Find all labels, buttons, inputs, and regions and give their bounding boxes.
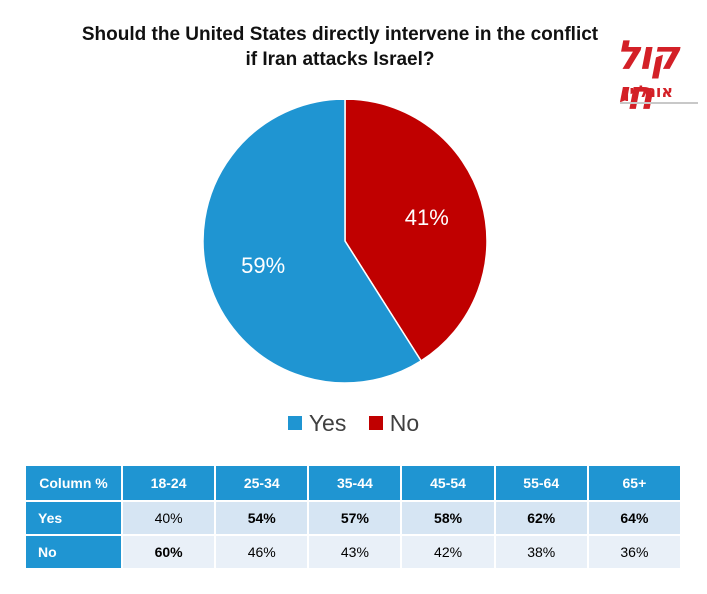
legend-item-yes: Yes: [287, 409, 347, 437]
column-header: 18-24: [120, 464, 217, 502]
chart-legend: Yes No: [0, 409, 707, 437]
column-header: 65+: [586, 464, 683, 502]
table-cell: 60%: [120, 534, 217, 570]
table-cell: 64%: [586, 500, 683, 536]
table-cell: 54%: [214, 500, 310, 536]
column-header: 25-34: [214, 464, 310, 502]
table-cell: 62%: [493, 500, 589, 536]
pie-slice-yes: [202, 100, 423, 384]
chart-title-line-1: Should the United States directly interv…: [81, 24, 599, 45]
table-corner-header: Column %: [24, 464, 123, 502]
pie-chart: 41% 59%: [202, 100, 488, 384]
table-cell: 42%: [400, 534, 496, 570]
column-header: 35-44: [307, 464, 403, 502]
table-cell: 46%: [214, 534, 310, 570]
logo-underline: [620, 102, 698, 104]
column-header: 45-54: [400, 464, 496, 502]
row-header-no: No: [24, 534, 123, 570]
table-cell: 57%: [307, 500, 403, 536]
legend-swatch-yes: [287, 416, 302, 430]
pie-label-yes: 59%: [241, 253, 285, 278]
table-cell: 43%: [307, 534, 403, 570]
table-cell: 38%: [493, 534, 589, 570]
legend-swatch-no: [368, 416, 383, 430]
table-cell: 40%: [120, 500, 217, 536]
legend-label-yes: Yes: [308, 409, 347, 436]
pie-label-no: 41%: [405, 205, 449, 230]
chart-title: Should the United States directly interv…: [40, 22, 640, 72]
chart-title-line-2: if Iran attacks Israel?: [245, 49, 435, 70]
legend-item-no: No: [368, 409, 420, 437]
age-breakdown-table: Column % 18-24 25-34 35-44 45-54 55-64 6…: [24, 464, 683, 570]
table-cell: 36%: [586, 534, 683, 570]
brand-logo: קול חי אונליין: [610, 36, 700, 116]
logo-subtitle: אונליין: [624, 82, 673, 101]
row-header-yes: Yes: [24, 500, 123, 536]
legend-label-no: No: [389, 409, 420, 436]
column-header: 55-64: [493, 464, 589, 502]
logo-mark: קול חי: [616, 33, 679, 119]
table-cell: 58%: [400, 500, 496, 536]
table-row-no: No 60% 46% 43% 42% 38% 36%: [24, 534, 683, 570]
table-row-yes: Yes 40% 54% 57% 58% 62% 64%: [24, 500, 683, 536]
table-header-row: Column % 18-24 25-34 35-44 45-54 55-64 6…: [24, 464, 683, 502]
